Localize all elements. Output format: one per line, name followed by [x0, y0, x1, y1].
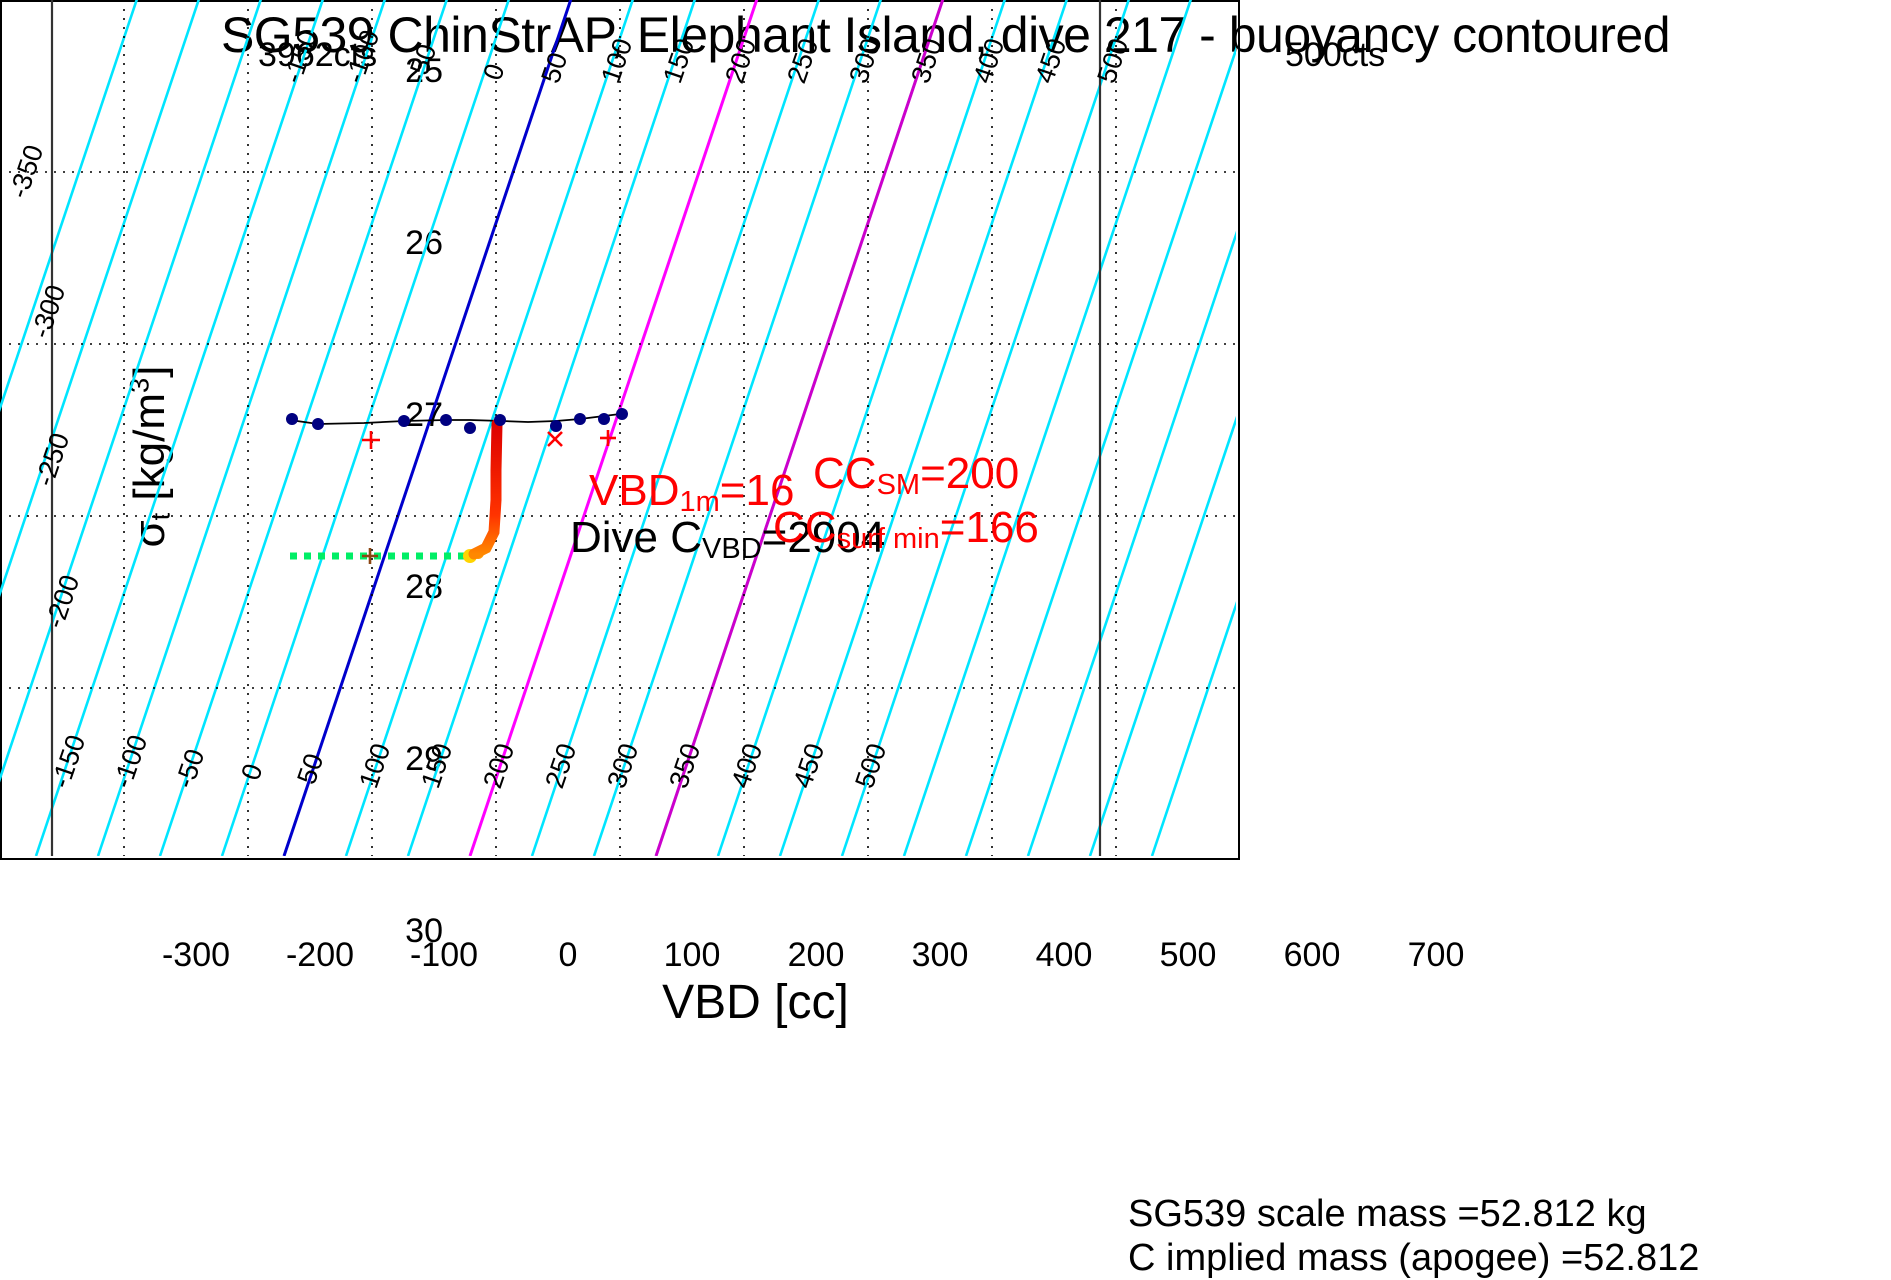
cts-label-left: 3962cts	[258, 36, 378, 74]
svg-text:50: 50	[291, 750, 329, 788]
x-tick-100: 100	[663, 936, 721, 974]
footer-line-2: C implied mass (apogee) =52.812	[1128, 1237, 1700, 1279]
annotation-dive-cvbd-value: =2904	[761, 513, 886, 562]
svg-text:500: 500	[849, 740, 892, 792]
annotation-dive-cvbd: Dive CVBD=2904	[570, 513, 885, 566]
svg-text:300: 300	[601, 740, 644, 792]
annotation-cc-surf-min-sub: surf min	[836, 523, 940, 555]
x-axis-label: VBD [cc]	[662, 976, 849, 1029]
svg-text:250: 250	[781, 35, 824, 87]
svg-text:300: 300	[843, 35, 886, 87]
svg-text:450: 450	[787, 740, 830, 792]
svg-text:200: 200	[477, 740, 520, 792]
x-tick-m100: -100	[409, 936, 479, 974]
svg-text:-100: -100	[107, 731, 153, 792]
svg-text:-100: -100	[339, 26, 385, 87]
contour-labels-top: -150 -100 -50 0 50 100 150 200 250 300 3…	[277, 26, 1134, 87]
x-tick-500: 500	[1159, 936, 1217, 974]
annotation-cc-surf-min-value: =166	[939, 503, 1039, 552]
svg-text:350: 350	[663, 740, 706, 792]
annotation-cc-sm-sub: SM	[876, 469, 921, 501]
annotation-dive-cvbd-sub: VBD	[702, 533, 762, 565]
x-tick-300: 300	[911, 936, 969, 974]
x-tick-m200: -200	[285, 936, 355, 974]
svg-text:-350: -350	[3, 141, 49, 202]
svg-text:400: 400	[725, 740, 768, 792]
cts-label-right: 500cts	[1285, 36, 1386, 74]
svg-text:500: 500	[1091, 35, 1134, 87]
grid-lines	[0, 0, 1236, 856]
svg-text:100: 100	[353, 740, 396, 792]
x-tick-200: 200	[787, 936, 845, 974]
annotation-cc-sm-base: CC	[813, 449, 877, 498]
svg-text:100: 100	[595, 35, 638, 87]
dive-track	[285, 408, 628, 564]
count-marker-lines	[50, 0, 1102, 856]
page-title: SG539 ChinStrAP, Elephant Island, dive 2…	[220, 7, 1671, 63]
annotation-dive-cvbd-base: Dive C	[570, 513, 703, 562]
svg-text:150: 150	[657, 35, 700, 87]
plot-svg: -150 -100 -50 0 50 100 150 200 250 300 3…	[0, 0, 1236, 856]
svg-text:-300: -300	[25, 281, 71, 342]
svg-text:250: 250	[539, 740, 582, 792]
annotation-vbd-1m-base: VBD	[589, 466, 680, 515]
contour-labels-bottom: -100 -50 0 50 100 150 200 250 300 350 40…	[107, 731, 892, 792]
svg-text:50: 50	[535, 49, 573, 87]
svg-text:-250: -250	[29, 429, 75, 490]
x-tick-600: 600	[1283, 936, 1341, 974]
svg-text:-50: -50	[401, 40, 442, 87]
y-tick-30: 30	[405, 912, 443, 950]
svg-text:-50: -50	[169, 745, 210, 792]
annotation-cc-surf-min-base: CC	[773, 503, 837, 552]
x-tick-m300: -300	[161, 936, 231, 974]
svg-text:450: 450	[1029, 35, 1072, 87]
annotation-vbd-1m-value: =16	[719, 466, 795, 515]
svg-text:400: 400	[967, 35, 1010, 87]
annotation-cc-surf-min: CCsurf min=166	[773, 503, 1039, 556]
annotation-vbd-1m: VBD1m=16	[589, 466, 794, 519]
contour-lines	[0, 0, 1236, 856]
plot-area: -150 -100 -50 0 50 100 150 200 250 300 3…	[0, 0, 1240, 860]
svg-text:-150: -150	[277, 26, 323, 87]
footer-line-1: SG539 scale mass =52.812 kg	[1128, 1193, 1647, 1235]
annotation-cc-sm: CCSM=200	[813, 449, 1019, 502]
annotation-cc-sm-value: =200	[920, 449, 1020, 498]
svg-text:200: 200	[719, 35, 762, 87]
x-tick-700: 700	[1407, 936, 1465, 974]
svg-text:-200: -200	[39, 571, 85, 632]
annotation-vbd-1m-sub: 1m	[679, 486, 720, 518]
contour-labels-left: -350 -300 -250 -200 -150	[3, 141, 91, 792]
x-tick-400: 400	[1035, 936, 1093, 974]
svg-text:150: 150	[415, 740, 458, 792]
svg-text:350: 350	[905, 35, 948, 87]
x-tick-0: 0	[558, 936, 578, 974]
